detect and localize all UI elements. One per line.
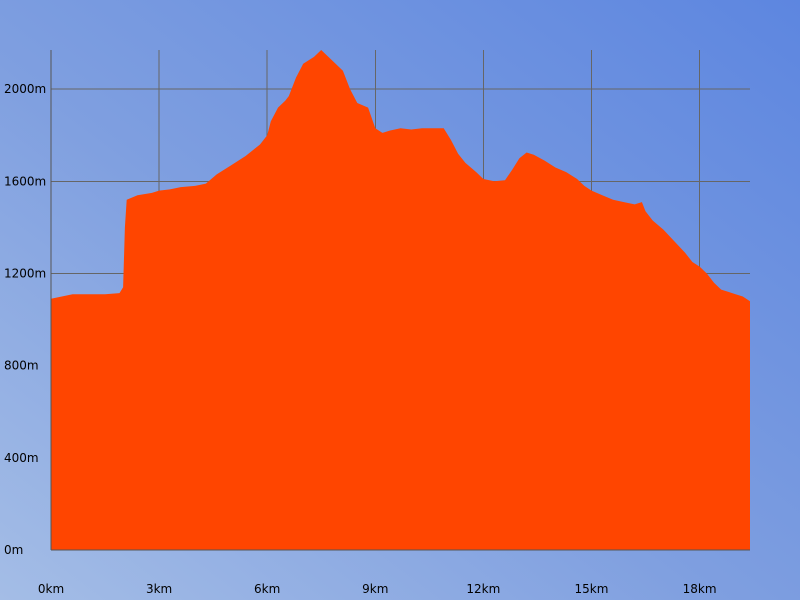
x-tick-label: 12km — [466, 582, 500, 596]
x-tick-label: 9km — [362, 582, 388, 596]
y-tick-label: 2000m — [4, 82, 46, 96]
elevation-area — [51, 50, 750, 550]
y-tick-label: 400m — [4, 451, 39, 465]
y-tick-label: 1200m — [4, 267, 46, 281]
x-tick-label: 6km — [254, 582, 280, 596]
y-tick-labels: 0m 400m 800m 1200m 1600m 2000m — [4, 82, 46, 557]
x-tick-labels: 0km 3km 6km 9km 12km 15km 18km — [38, 582, 717, 596]
x-tick-label: 15km — [575, 582, 609, 596]
x-tick-label: 3km — [146, 582, 172, 596]
y-tick-label: 0m — [4, 543, 23, 557]
x-tick-label: 18km — [683, 582, 717, 596]
y-tick-label: 1600m — [4, 174, 46, 188]
y-tick-label: 800m — [4, 359, 39, 373]
x-tick-label: 0km — [38, 582, 64, 596]
axes — [50, 50, 750, 551]
